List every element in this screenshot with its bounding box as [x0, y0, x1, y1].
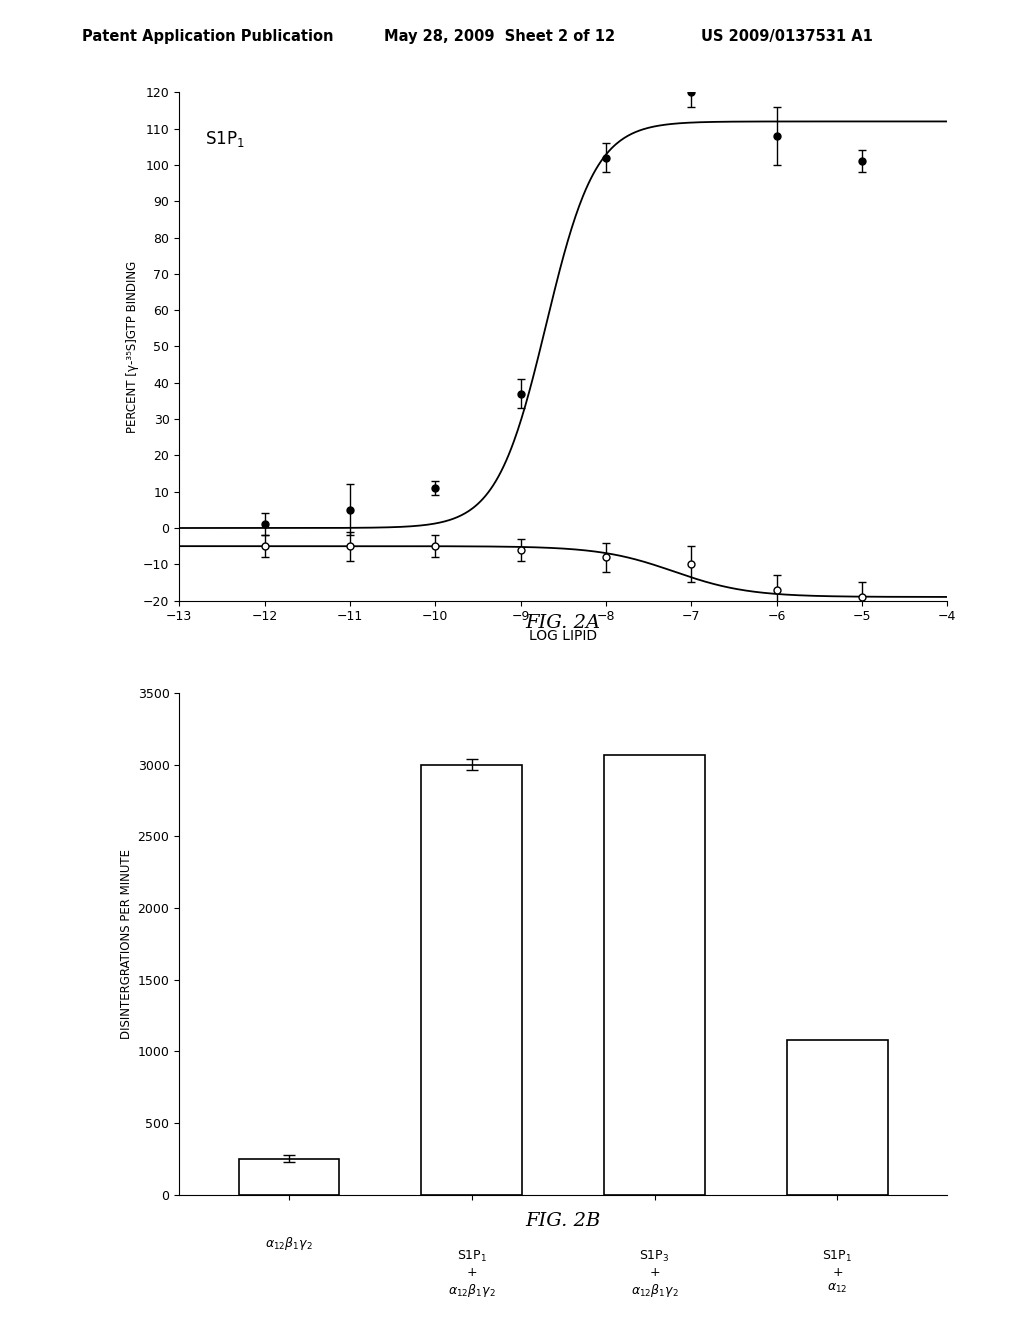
Text: S1P$_3$
+
$\alpha_{12}\beta_1\gamma_2$: S1P$_3$ + $\alpha_{12}\beta_1\gamma_2$ — [631, 1249, 679, 1299]
Y-axis label: DISINTERGRATIONS PER MINUTE: DISINTERGRATIONS PER MINUTE — [121, 849, 133, 1039]
Text: FIG. 2A: FIG. 2A — [525, 614, 601, 632]
Text: Patent Application Publication: Patent Application Publication — [82, 29, 334, 44]
Text: FIG. 2B: FIG. 2B — [525, 1212, 601, 1230]
X-axis label: LOG LIPID: LOG LIPID — [529, 628, 597, 643]
Text: S1P$_1$
+
$\alpha_{12}$: S1P$_1$ + $\alpha_{12}$ — [822, 1249, 853, 1295]
Bar — [604, 755, 705, 1195]
Text: S1P$_1$: S1P$_1$ — [205, 128, 245, 149]
Text: S1P$_1$
+
$\alpha_{12}\beta_1\gamma_2$: S1P$_1$ + $\alpha_{12}\beta_1\gamma_2$ — [447, 1249, 496, 1299]
Text: US 2009/0137531 A1: US 2009/0137531 A1 — [701, 29, 873, 44]
Y-axis label: PERCENT [γ-³⁵S]GTP BINDING: PERCENT [γ-³⁵S]GTP BINDING — [126, 260, 139, 433]
Bar — [787, 1040, 888, 1195]
Text: May 28, 2009  Sheet 2 of 12: May 28, 2009 Sheet 2 of 12 — [384, 29, 615, 44]
Text: $\alpha_{12}\beta_1\gamma_2$: $\alpha_{12}\beta_1\gamma_2$ — [265, 1234, 312, 1251]
Bar — [239, 1159, 339, 1195]
Bar — [422, 764, 522, 1195]
